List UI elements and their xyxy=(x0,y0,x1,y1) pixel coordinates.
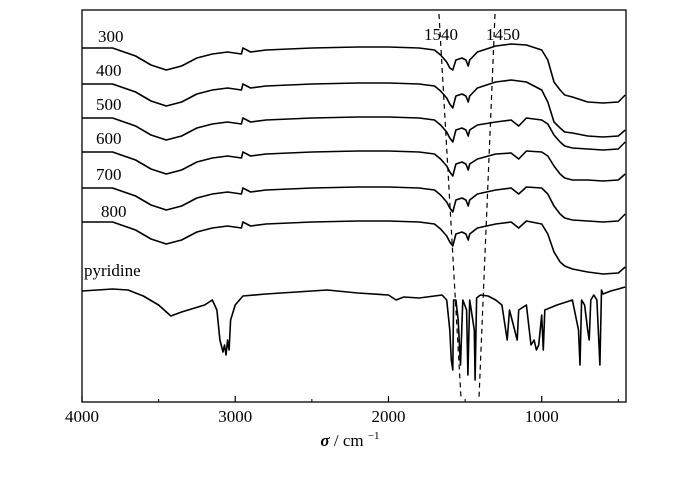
series-label-700: 700 xyxy=(96,165,122,184)
plot-frame xyxy=(81,9,627,403)
series-label-400: 400 xyxy=(96,61,122,80)
x-tick-label-3000: 3000 xyxy=(218,407,252,426)
series-line-400 xyxy=(82,79,626,138)
spectra-series xyxy=(81,43,626,381)
annotation-1540: 1540 xyxy=(424,25,458,44)
series-label-800: 800 xyxy=(101,202,127,221)
x-tick-label-4000: 4000 xyxy=(65,407,99,426)
series-line-pyridine xyxy=(81,286,626,381)
series-line-700 xyxy=(82,186,626,223)
x-axis-title: σ / cm −1 xyxy=(320,430,379,450)
x-tick-label-1000: 1000 xyxy=(525,407,559,426)
reference-lines: 1540 1450 xyxy=(424,13,520,399)
series-labels: 300 400 500 600 700 800 pyridine xyxy=(84,27,141,280)
series-label-pyridine: pyridine xyxy=(84,261,141,280)
x-tick-label-2000: 2000 xyxy=(371,407,405,426)
reference-line-1450 xyxy=(478,13,496,399)
plot-area xyxy=(81,9,627,403)
series-label-600: 600 xyxy=(96,129,122,148)
series-label-500: 500 xyxy=(96,95,122,114)
series-line-500 xyxy=(82,116,626,151)
series-line-800 xyxy=(82,220,626,275)
x-axis: 4000 3000 2000 1000 xyxy=(65,396,619,426)
annotation-1450: 1450 xyxy=(486,25,520,44)
reference-line-1540 xyxy=(438,13,462,399)
x-axis-symbol: σ xyxy=(320,431,330,450)
x-axis-unit: / cm xyxy=(334,431,364,450)
series-line-300 xyxy=(82,43,626,104)
series-label-300: 300 xyxy=(98,27,124,46)
x-axis-unit-exponent: −1 xyxy=(368,430,380,442)
series-line-600 xyxy=(82,150,626,182)
